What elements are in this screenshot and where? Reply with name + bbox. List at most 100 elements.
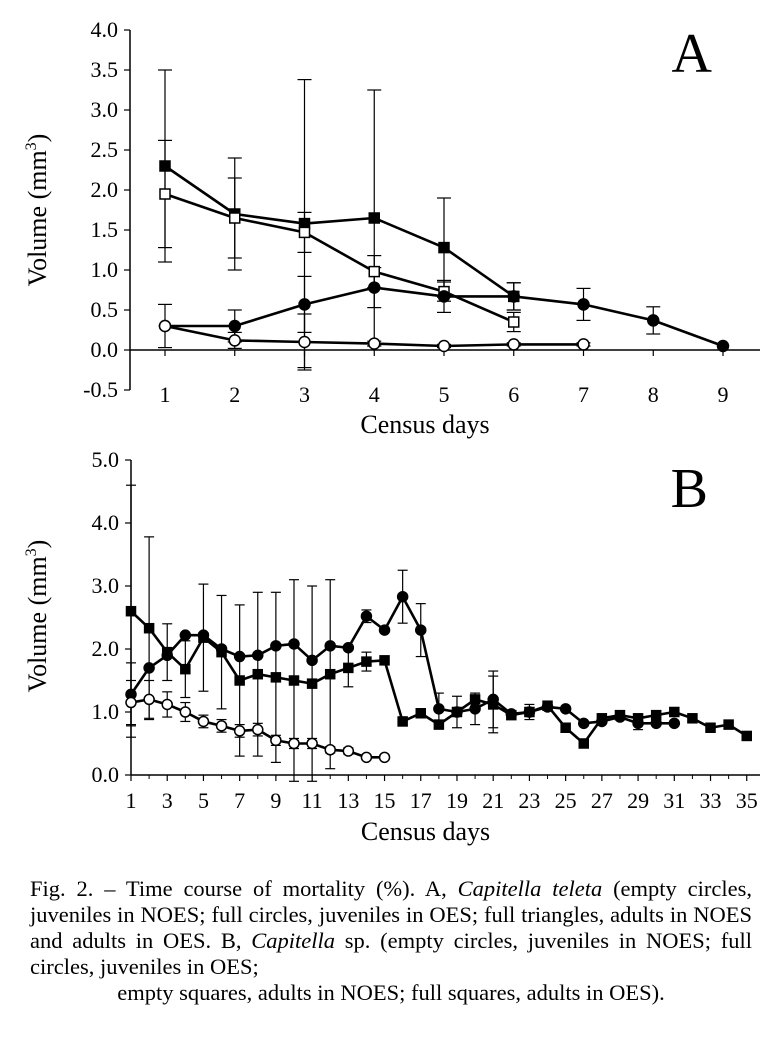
panel-b-series-2-point: [578, 717, 590, 730]
panel-b-series-3-point: [143, 693, 155, 706]
panel-b-series-2-point: [324, 640, 336, 652]
panel-a-series-4-point: [298, 335, 311, 349]
panel-b-series-1-point: [324, 668, 336, 680]
panel-b-series-2-point: [215, 643, 228, 655]
panel-a-series-3-point: [647, 314, 660, 327]
panel-b-series-1-point: [723, 719, 734, 730]
panel-b-y-axis-title: Volume (mm3): [23, 540, 52, 693]
panel-a-chart: 4.0 3.5 3.0 2.5 2.0 1.5 1.0 0.5 0.0 -0.5 1 2 3 4 5 6 7 8 9…: [23, 17, 760, 439]
panel-a-series-3-point: [228, 319, 241, 333]
panel-b-series-1-point: [560, 722, 571, 733]
panel-a-x-tick-label: 6: [508, 382, 519, 407]
panel-a-series-1-point: [159, 160, 171, 172]
panel-a-series-3-point: [437, 290, 451, 303]
panel-b-series-2-point: [433, 703, 445, 715]
panel-b-x-tick-label: 3: [162, 788, 173, 813]
panel-b-series-1-point: [687, 713, 698, 724]
panel-a-y-tick-label: 3.5: [91, 57, 119, 82]
panel-a-series-2-point: [159, 188, 171, 200]
panel-a-series-1-line: [164, 164, 515, 298]
panel-b-x-tick-label: 25: [555, 788, 577, 813]
panel-a-series-3-point: [507, 290, 520, 303]
panel-b-series-2-point: [469, 703, 481, 715]
figure: 4.03.53.02.52.01.51.00.50.0-0.5 1 2 3 4 5 6 7 8 9…: [23, 17, 760, 846]
panel-b-x-tick-label: 13: [337, 788, 359, 813]
panel-b-x-tick-label: 5: [198, 788, 209, 813]
panel-b-series-2-point: [541, 701, 554, 713]
panel-a-series-2-point: [229, 212, 241, 224]
panel-a-series-3-point: [298, 298, 311, 311]
panel-a-y-axis-title: Volume (mm3): [23, 134, 52, 287]
panel-a-series-4-point: [158, 319, 172, 333]
panel-a-series-1-point: [438, 241, 450, 254]
panel-b-x-tick-label: 27: [591, 788, 613, 813]
panel-b-series-2-point: [596, 715, 608, 728]
panel-b-series-1-point: [252, 668, 264, 680]
panel-a-series-4-point: [228, 334, 241, 347]
panel-b-series-2-point: [197, 629, 210, 641]
panel-b-series-1-point: [705, 722, 716, 733]
panel-a-series-2-point: [298, 226, 311, 239]
panel-a-series-4-point: [507, 338, 520, 351]
panel-a-y-tick-label: 4.0: [91, 17, 119, 42]
panel-b-series-3-point: [360, 751, 373, 764]
panel-a-y-tick-label: 2.0: [91, 177, 119, 202]
panel-b-x-tick-label: 9: [270, 788, 281, 813]
panel-a-x-tick-label: 3: [299, 382, 310, 407]
panel-b-series-2-point: [523, 706, 536, 718]
panel-b-series-2-point: [306, 654, 318, 667]
panel-b-series-1-point: [270, 672, 282, 683]
panel-b-x-tick-label: 33: [700, 788, 722, 813]
panel-b-x-tick-label: 11: [302, 788, 323, 813]
caption-suffix-2: empty squares, adults in NOES; full squa…: [117, 980, 665, 1005]
panel-a-series-2-point: [368, 265, 380, 278]
panel-b-series-2-point: [270, 640, 282, 652]
panel-b-series-3-point: [161, 698, 173, 711]
panel-b-y-tick-label: 4.0: [92, 510, 120, 535]
caption-middle: (empty circles, juveniles in NOES; full …: [30, 876, 752, 953]
panel-b-series-1-point: [234, 675, 245, 686]
panel-b-series-2-point: [143, 662, 155, 674]
panel-b-series-2-point: [252, 649, 264, 662]
panel-b-x-tick-label: 23: [518, 788, 540, 813]
panel-b-series-1-point: [143, 622, 155, 634]
panel-a-y-tick-label: 0.5: [91, 297, 119, 322]
panel-a-series-3-point: [368, 281, 381, 294]
panel-b-x-tick-label: 15: [374, 788, 396, 813]
panel-b-series-2-point: [288, 638, 300, 650]
panel-b-series-3-point: [288, 737, 300, 750]
panel-b-series-3-point: [378, 751, 391, 764]
caption-species-a: Capitella teleta: [457, 876, 603, 901]
panel-a-y-tick-label: 1.5: [91, 217, 119, 242]
panel-b-series-2-point: [614, 711, 626, 723]
panel-a-x-tick-label: 2: [229, 382, 240, 407]
panel-b-series-2-point: [650, 717, 662, 730]
panel-b-series-3-point: [324, 744, 336, 756]
panel-b-y-tick-label: 1.0: [92, 699, 120, 724]
panel-b-series-1-point: [379, 655, 390, 666]
caption-species-b: Capitella: [251, 928, 336, 953]
panel-a-series-2-line: [164, 192, 515, 324]
panel-b-letter: B: [671, 458, 708, 520]
panel-a-series-3-point: [716, 339, 730, 353]
panel-b-series-3-point: [252, 723, 264, 736]
panel-b-series-3-point: [270, 734, 282, 747]
panel-a-x-tick-label: 4: [369, 382, 380, 407]
panel-b-x-tick-label: 21: [482, 788, 504, 813]
panel-b-y-tick-label: 3.0: [92, 573, 120, 598]
panel-b-y-tick-label: 0.0: [92, 762, 120, 787]
panel-a-y-tick-label: 1.0: [91, 257, 119, 282]
panel-b-x-tick-label: 29: [627, 788, 649, 813]
panel-b-series-2-point: [396, 590, 409, 603]
panel-b-series-3-point: [342, 745, 355, 757]
panel-b-series-2-point: [505, 708, 518, 720]
caption-prefix: Fig. 2. – Time course of mortality (%). …: [30, 876, 458, 901]
panel-a-x-tick-label: 8: [648, 382, 659, 407]
panel-b-x-tick-label: 35: [736, 788, 758, 813]
panel-b-series-1-point: [669, 706, 680, 718]
panel-b-series-1-point: [469, 694, 481, 705]
panel-a-y-tick-label: 2.5: [91, 137, 119, 162]
panel-b-x-tick-label: 19: [446, 788, 468, 813]
panel-b-series-3-point: [306, 737, 318, 750]
panel-b-series-1-point: [397, 716, 408, 727]
